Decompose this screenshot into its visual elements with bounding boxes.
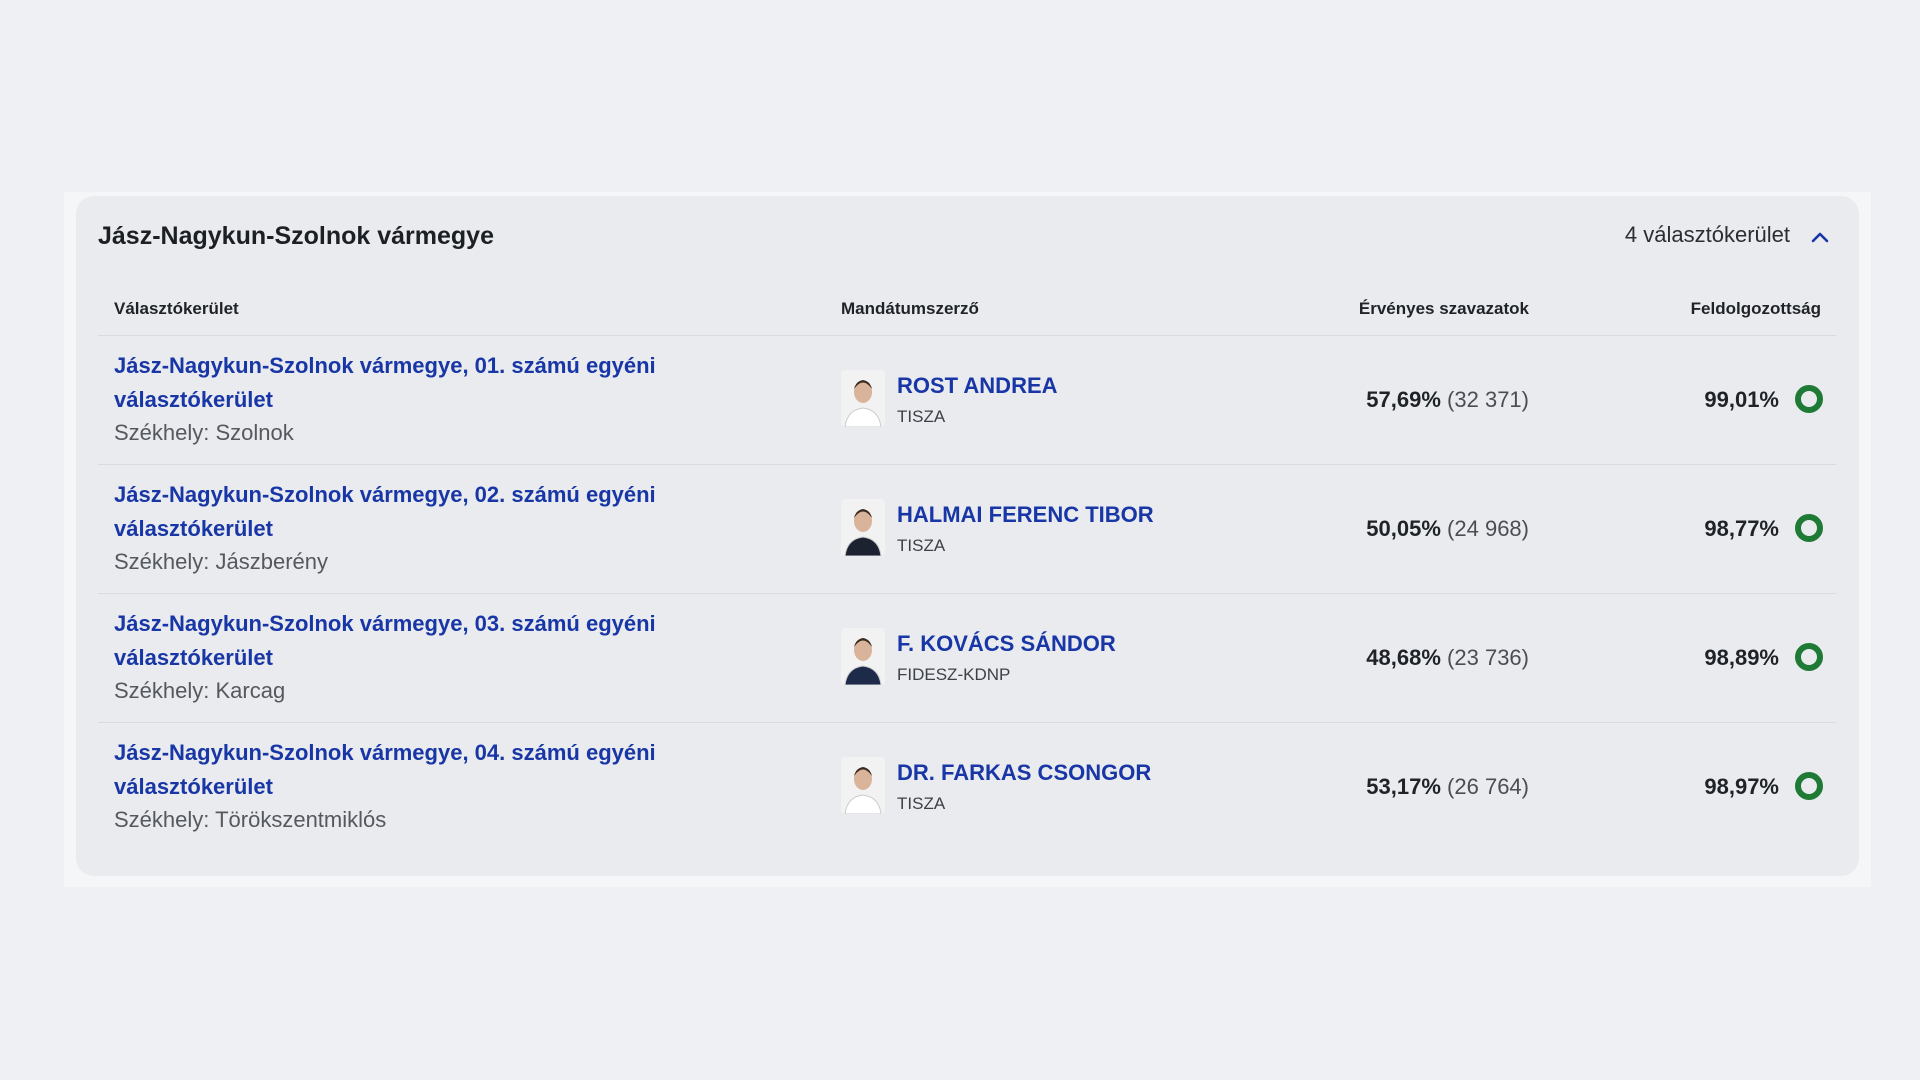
- row-separator: [98, 464, 1836, 465]
- vote-count: (32 371): [1447, 387, 1529, 412]
- processed-percent: 98,77%: [1704, 516, 1779, 541]
- district-count: 4 választókerület: [1624, 222, 1790, 247]
- winner-link[interactable]: DR. FARKAS CSONGOR: [897, 760, 1152, 785]
- candidate-photo: [841, 370, 885, 427]
- collapse-toggle[interactable]: [1808, 227, 1832, 247]
- vote-count: (23 736): [1447, 645, 1529, 670]
- processed-percent: 98,97%: [1704, 774, 1779, 799]
- processed-percent: 98,89%: [1704, 645, 1779, 670]
- valid-votes: 57,69% (32 371): [1366, 387, 1529, 413]
- vote-percent: 50,05%: [1366, 516, 1441, 541]
- county-card: [76, 196, 1859, 876]
- winner-link[interactable]: ROST ANDREA: [897, 373, 1058, 398]
- district-seat: Székhely: Törökszentmiklós: [114, 807, 387, 832]
- valid-votes: 48,68% (23 736): [1366, 645, 1529, 671]
- winner-party: TISZA: [897, 794, 946, 813]
- winner-party: TISZA: [897, 407, 946, 426]
- district-seat: Székhely: Jászberény: [114, 549, 328, 574]
- status-indicator: [1795, 385, 1823, 413]
- district-link[interactable]: Jász-Nagykun-Szolnok vármegye, 01. számú…: [114, 353, 656, 412]
- row-separator: [98, 722, 1836, 723]
- district-link[interactable]: Jász-Nagykun-Szolnok vármegye, 02. számú…: [114, 482, 656, 541]
- column-header: Mandátumszerző: [841, 299, 979, 318]
- column-header: Érvényes szavazatok: [1358, 299, 1529, 318]
- status-indicator: [1795, 643, 1823, 671]
- vote-count: (24 968): [1447, 516, 1529, 541]
- status-indicator: [1795, 772, 1823, 800]
- candidate-photo: [841, 628, 885, 685]
- district-seat: Székhely: Szolnok: [114, 420, 294, 445]
- district-link[interactable]: Jász-Nagykun-Szolnok vármegye, 03. számú…: [114, 611, 656, 670]
- column-header: Választókerület: [114, 299, 239, 318]
- winner-link[interactable]: HALMAI FERENC TIBOR: [897, 502, 1154, 527]
- valid-votes: 53,17% (26 764): [1366, 774, 1529, 800]
- vote-count: (26 764): [1447, 774, 1529, 799]
- winner-link[interactable]: F. KOVÁCS SÁNDOR: [897, 631, 1116, 656]
- vote-percent: 48,68%: [1366, 645, 1441, 670]
- district-seat: Székhely: Karcag: [114, 678, 286, 703]
- valid-votes: 50,05% (24 968): [1366, 516, 1529, 542]
- candidate-photo: [841, 757, 885, 814]
- county-title: Jász-Nagykun-Szolnok vármegye: [98, 222, 494, 250]
- winner-party: FIDESZ-KDNP: [897, 665, 1011, 684]
- winner-party: TISZA: [897, 536, 946, 555]
- vote-percent: 57,69%: [1366, 387, 1441, 412]
- processed-percent: 99,01%: [1704, 387, 1779, 412]
- vote-percent: 53,17%: [1366, 774, 1441, 799]
- column-header: Feldolgozottság: [1690, 299, 1821, 318]
- row-separator: [98, 335, 1836, 336]
- status-indicator: [1795, 514, 1823, 542]
- district-link[interactable]: Jász-Nagykun-Szolnok vármegye, 04. számú…: [114, 740, 656, 799]
- candidate-photo: [841, 499, 885, 556]
- row-separator: [98, 593, 1836, 594]
